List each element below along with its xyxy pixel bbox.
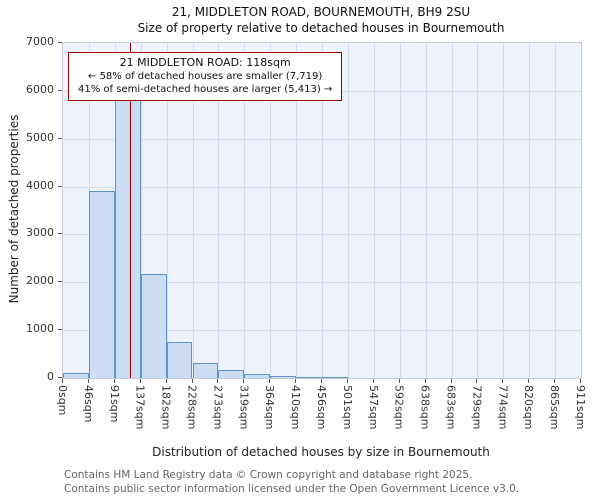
x-tick-label: 911sqm — [574, 385, 587, 430]
x-tick-label: 638sqm — [418, 385, 432, 430]
x-tick-mark — [62, 379, 63, 383]
y-tick-label: 3000 — [26, 226, 54, 240]
x-tick-mark — [528, 379, 530, 383]
x-gridline — [270, 43, 272, 378]
x-tick-mark — [346, 379, 348, 383]
footer-line1: Contains HM Land Registry data © Crown c… — [64, 469, 473, 481]
y-tick-label: 6000 — [26, 82, 54, 96]
chart-subtitle: Size of property relative to detached ho… — [137, 21, 505, 35]
y-tick-label: 7000 — [26, 35, 54, 48]
x-tick-mark — [554, 379, 556, 383]
x-tick-label: 456sqm — [315, 385, 328, 430]
x-tick-label: 547sqm — [366, 385, 380, 430]
x-tick-mark — [191, 379, 193, 383]
x-tick-mark — [476, 379, 478, 383]
plot-area: 21 MIDDLETON ROAD: 118sqm ← 58% of detac… — [62, 42, 582, 379]
x-tick-label: 91sqm — [107, 385, 121, 423]
y-tick-label: 5000 — [26, 130, 54, 144]
x-tick-label: 0sqm — [56, 385, 69, 416]
histogram-bar — [63, 373, 89, 378]
x-gridline — [296, 43, 298, 378]
property-size-marker-line — [130, 43, 132, 378]
x-tick-mark — [295, 379, 297, 383]
y-tick-mark — [58, 233, 62, 235]
x-axis-label: Distribution of detached houses by size … — [152, 445, 490, 459]
annotation-box: 21 MIDDLETON ROAD: 118sqm ← 58% of detac… — [68, 52, 343, 102]
x-gridline — [140, 43, 142, 378]
chart-title: 21, MIDDLETON ROAD, BOURNEMOUTH, BH9 2SU — [171, 5, 471, 19]
x-tick-mark — [165, 379, 167, 383]
x-tick-label: 319sqm — [237, 385, 251, 430]
y-tick-label: 4000 — [26, 178, 54, 192]
x-gridline — [347, 43, 349, 378]
x-gridline — [399, 43, 401, 378]
y-tick-mark — [58, 42, 62, 43]
histogram-bar — [114, 100, 141, 378]
x-tick-mark — [139, 379, 141, 383]
footer-line2: Contains public sector information licen… — [64, 482, 520, 495]
x-gridline — [322, 43, 323, 378]
x-tick-label: 182sqm — [159, 385, 173, 430]
x-gridline — [218, 43, 220, 378]
x-tick-label: 46sqm — [81, 385, 95, 423]
x-tick-mark — [502, 379, 504, 383]
x-tick-mark — [321, 379, 322, 383]
y-tick-label: 1000 — [26, 322, 54, 336]
annotation-smaller-text: ← 58% of detached houses are smaller (7,… — [88, 71, 323, 83]
x-tick-mark — [269, 379, 271, 383]
x-tick-label: 137sqm — [133, 385, 147, 430]
x-tick-label: 364sqm — [263, 385, 277, 430]
histogram-bar — [140, 273, 167, 378]
y-tick-mark — [58, 281, 62, 283]
x-tick-label: 228sqm — [185, 385, 199, 430]
x-tick-mark — [87, 379, 89, 383]
x-tick-mark — [372, 379, 374, 383]
x-tick-mark — [450, 379, 452, 383]
x-gridline — [555, 43, 557, 378]
y-tick-mark — [58, 185, 62, 187]
x-gridline — [477, 43, 479, 378]
x-tick-mark — [113, 379, 115, 383]
histogram-bar — [270, 376, 297, 378]
y-tick-mark — [58, 89, 62, 91]
x-gridline — [192, 43, 194, 378]
x-tick-mark — [398, 379, 400, 383]
x-gridline — [244, 43, 246, 378]
x-gridline — [166, 43, 168, 378]
x-gridline — [529, 43, 531, 378]
x-tick-label: 683sqm — [444, 385, 458, 430]
y-tick-mark — [58, 137, 62, 139]
annotation-title: 21 MIDDLETON ROAD: 118sqm — [119, 56, 291, 69]
histogram-bar — [192, 363, 219, 378]
x-gridline — [503, 43, 505, 378]
x-tick-mark — [243, 379, 245, 383]
y-tick-mark — [58, 329, 62, 331]
y-tick-mark — [58, 377, 62, 378]
x-gridline — [451, 43, 453, 378]
x-tick-label: 729sqm — [470, 385, 484, 430]
x-tick-label: 410sqm — [289, 385, 303, 430]
x-tick-label: 501sqm — [340, 385, 354, 430]
x-tick-label: 273sqm — [211, 385, 225, 430]
x-tick-label: 592sqm — [392, 385, 406, 430]
histogram-bar — [322, 377, 348, 378]
x-gridline — [373, 43, 375, 378]
histogram-bar — [88, 191, 115, 378]
x-tick-mark — [217, 379, 219, 383]
x-gridline — [425, 43, 427, 378]
x-tick-label: 774sqm — [496, 385, 510, 430]
annotation-larger-text: 41% of semi-detached houses are larger (… — [78, 84, 333, 96]
x-tick-mark — [580, 379, 581, 383]
histogram-bar — [296, 376, 322, 378]
x-tick-mark — [424, 379, 426, 383]
y-tick-label: 0 — [47, 370, 54, 383]
histogram-bar — [166, 342, 193, 378]
histogram-bar — [218, 370, 245, 378]
y-tick-label: 2000 — [26, 274, 54, 288]
x-tick-label: 865sqm — [548, 385, 562, 430]
histogram-bar — [244, 374, 271, 378]
footer: Contains HM Land Registry data © Crown c… — [64, 469, 519, 496]
x-tick-label: 820sqm — [522, 385, 536, 430]
